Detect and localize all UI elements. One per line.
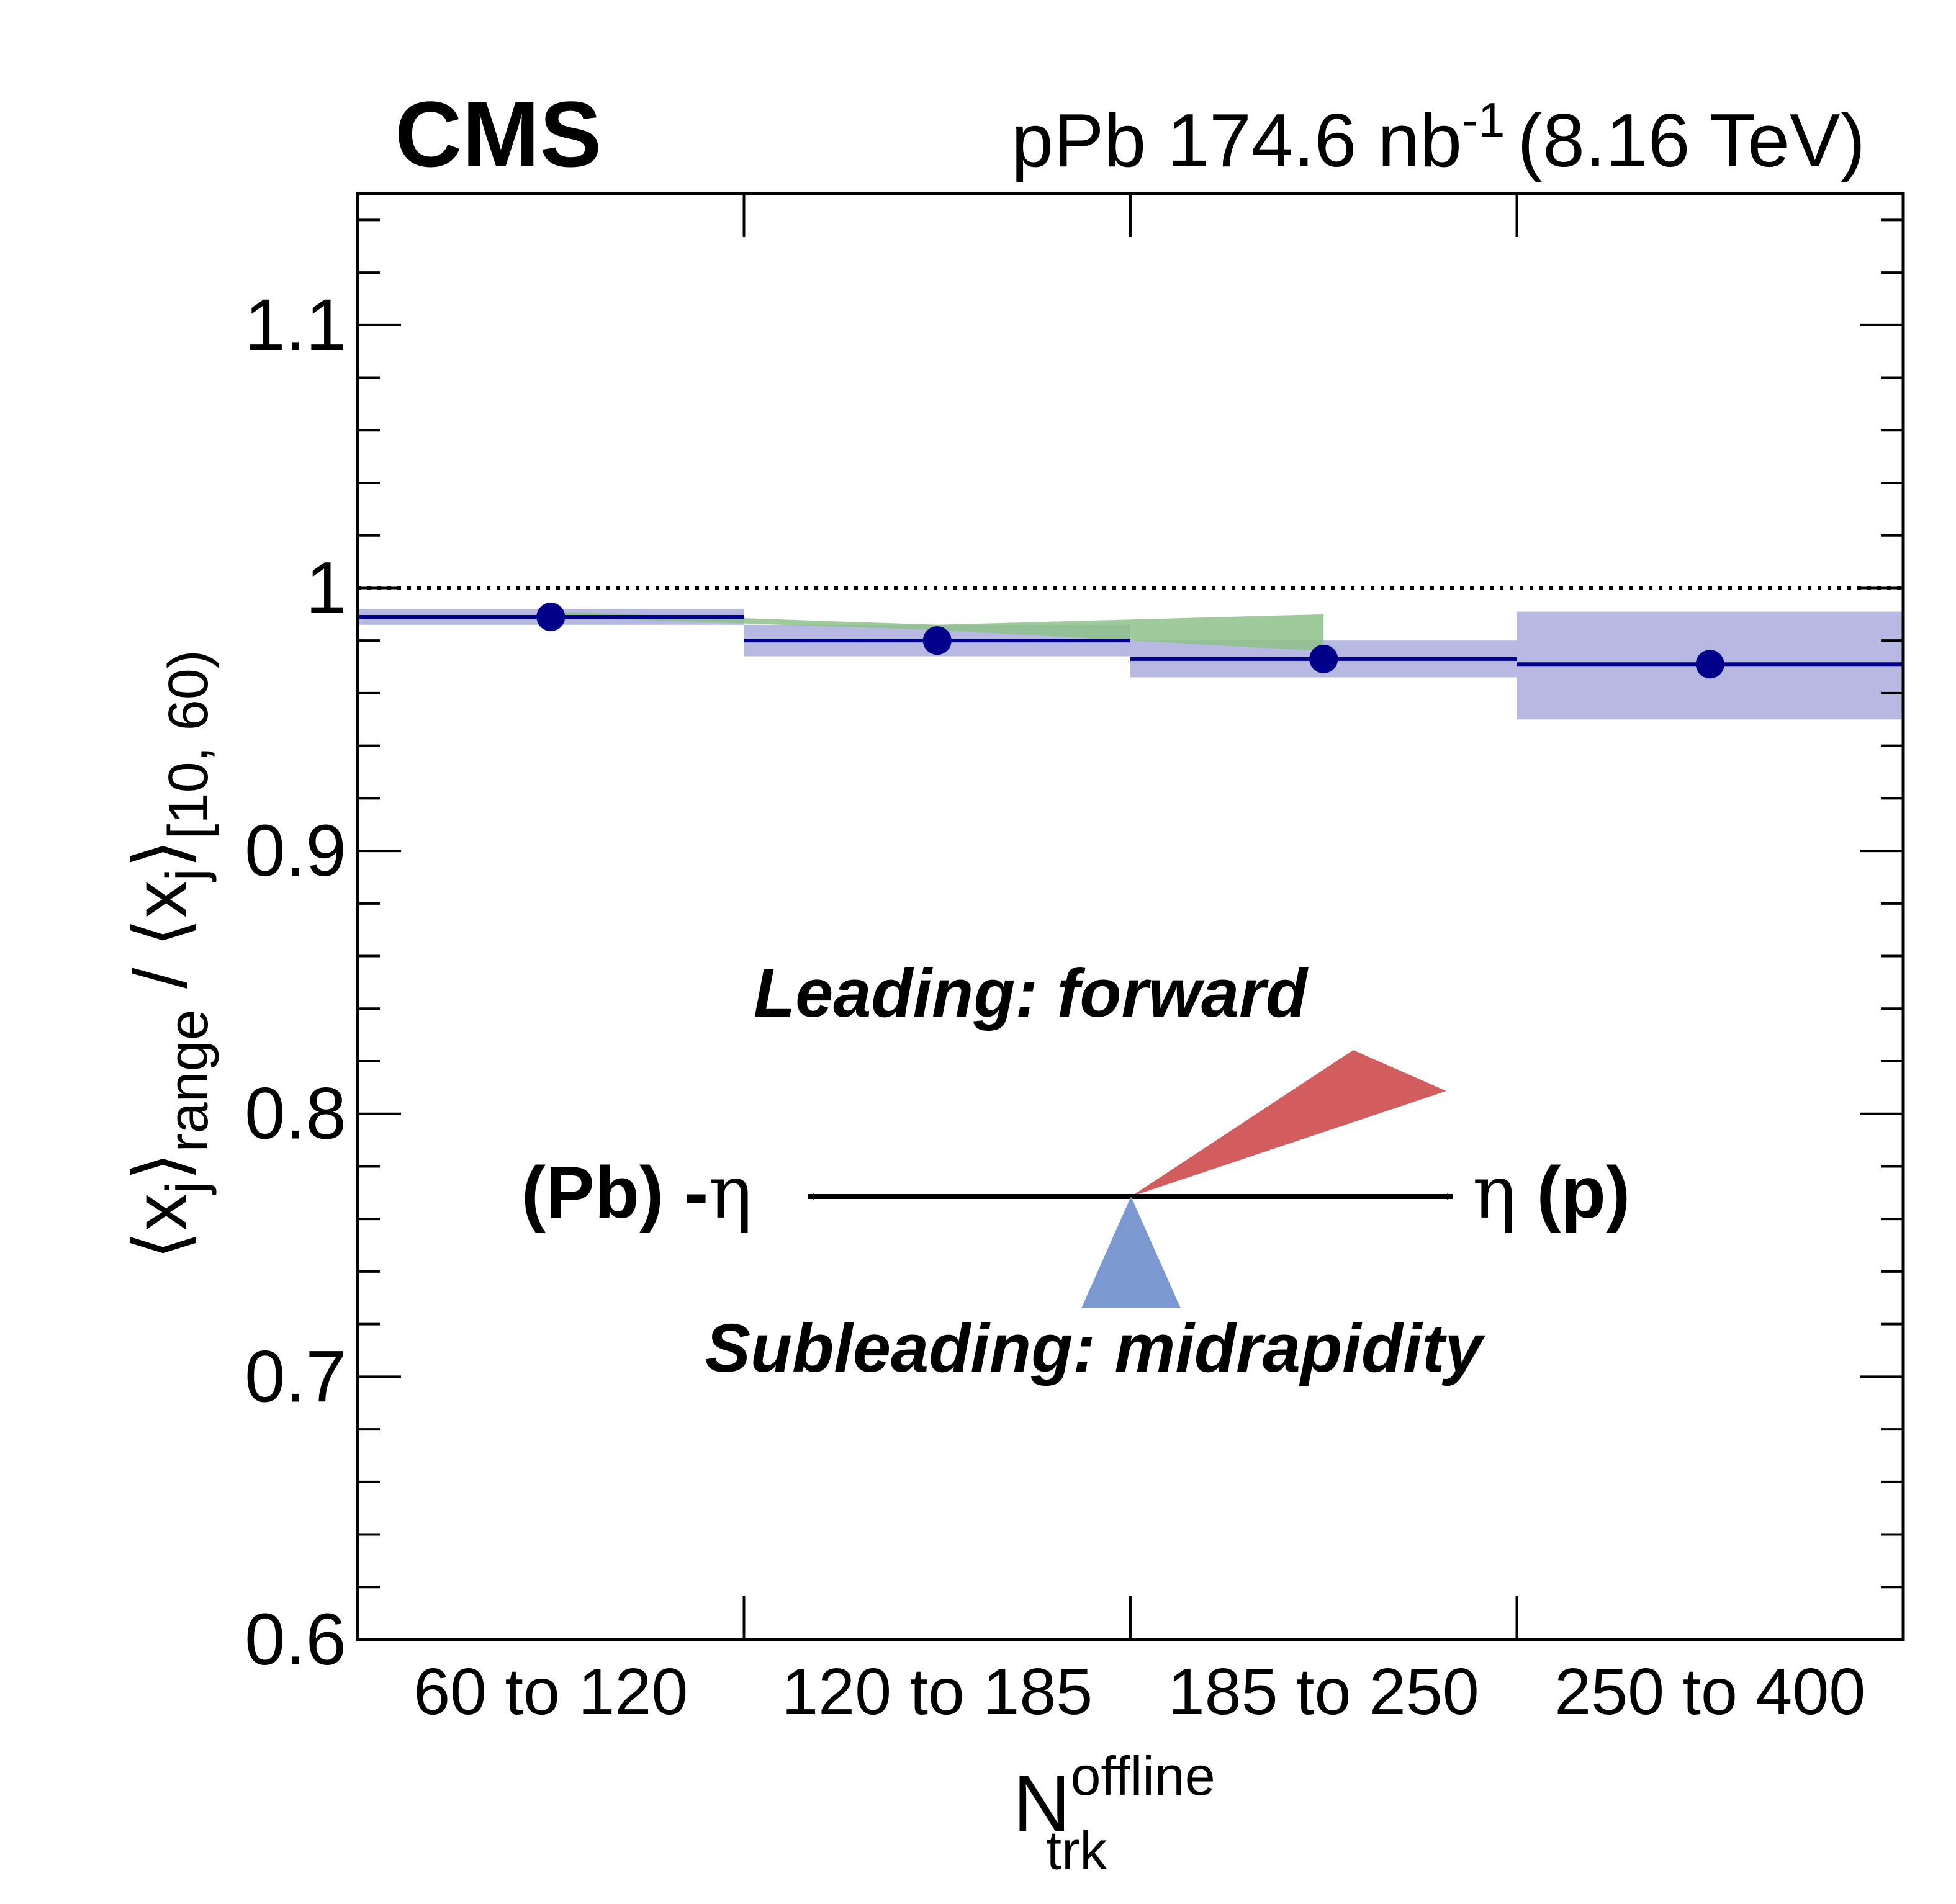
pb-minus-eta-label: (Pb) -η <box>521 1149 752 1235</box>
syst-band <box>551 611 1324 652</box>
y-tick-label: 0.8 <box>245 1073 346 1155</box>
eta-p-label: η (p) <box>1472 1149 1630 1235</box>
y-tick-label: 0.9 <box>245 810 346 892</box>
data-point-4 <box>1695 650 1724 679</box>
x-category-label: 185 to 250 <box>1168 1655 1479 1728</box>
x-category-label: 250 to 400 <box>1554 1655 1865 1728</box>
x-category-label: 120 to 185 <box>782 1655 1093 1728</box>
subleading-jet-wedge <box>1081 1197 1181 1308</box>
x-axis-label: Noffline trk <box>1013 1745 1215 1881</box>
y-tick-label: 0.7 <box>245 1336 346 1417</box>
syst-band-area <box>551 611 1324 652</box>
data-point-3 <box>1309 644 1338 673</box>
x-category-label: 60 to 120 <box>413 1655 688 1728</box>
y-axis-ticks: 0.6 0.7 0.8 0.9 1 1.1 <box>245 218 1903 1681</box>
subleading-midrapidity-label: Subleading: midrapidity <box>705 1310 1486 1386</box>
plot-frame <box>356 192 1905 1641</box>
data-point-2 <box>922 626 952 655</box>
leading-jet-wedge <box>1131 1050 1446 1197</box>
y-tick-label: 0.6 <box>245 1599 346 1681</box>
y-axis-label: ⟨xj⟩range / ⟨xj⟩[10, 60) <box>119 650 220 1260</box>
experiment-label: CMS <box>395 82 602 186</box>
leading-forward-label: Leading: forward <box>754 955 1309 1031</box>
x-axis-ticks: 60 to 120 120 to 185 185 to 250 250 to 400 <box>413 194 1865 1728</box>
lumi-label: pPb 174.6 nb-1 (8.16 TeV) <box>1011 92 1865 182</box>
y-tick-label: 1 <box>305 547 346 629</box>
data-point-1 <box>536 603 566 632</box>
data-series <box>358 603 1903 679</box>
y-tick-label: 1.1 <box>245 284 346 366</box>
